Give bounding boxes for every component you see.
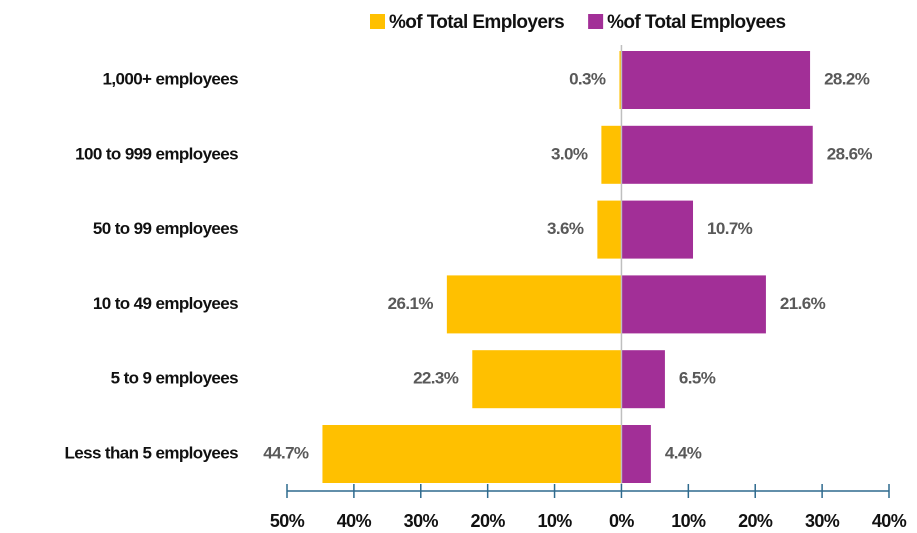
value-label: 6.5% [679,369,716,388]
bar [472,350,622,409]
legend-swatch [588,14,604,29]
x-tick-label: 50% [270,511,305,531]
bar [621,125,813,184]
value-label: 44.7% [263,443,309,462]
value-label: 3.6% [547,219,584,238]
x-tick-label: 0% [609,511,634,531]
value-label: 3.0% [551,144,588,163]
bar [446,275,622,334]
bar [601,125,622,184]
x-tick-label: 30% [805,511,840,531]
bar [621,350,665,409]
x-tick-label: 10% [537,511,572,531]
value-label: 28.2% [824,69,870,88]
x-tick-label: 20% [738,511,773,531]
category-label: 100 to 999 employees [75,144,238,163]
x-tick-label: 10% [671,511,706,531]
category-label: 5 to 9 employees [111,369,239,388]
category-label: Less than 5 employees [64,443,238,462]
bar [621,51,811,109]
bar [621,200,694,259]
value-label: 10.7% [707,219,753,238]
x-tick-label: 40% [872,511,907,531]
bar [322,425,622,483]
legend-label: %of Total Employees [607,12,785,33]
bar [621,425,651,483]
value-label: 21.6% [780,294,826,313]
x-tick-label: 40% [337,511,372,531]
value-label: 28.6% [827,144,873,163]
category-label: 50 to 99 employees [93,219,238,238]
value-label: 26.1% [388,294,434,313]
legend-swatch [370,14,385,29]
legend-label: %of Total Employers [389,12,564,33]
bar [619,51,622,109]
value-label: 22.3% [413,369,459,388]
bar [597,200,622,259]
category-label: 10 to 49 employees [93,294,238,313]
value-label: 0.3% [569,69,606,88]
x-tick-label: 30% [404,511,439,531]
x-tick-label: 20% [471,511,506,531]
value-label: 4.4% [665,443,702,462]
category-label: 1,000+ employees [103,69,239,88]
bar [621,275,766,334]
